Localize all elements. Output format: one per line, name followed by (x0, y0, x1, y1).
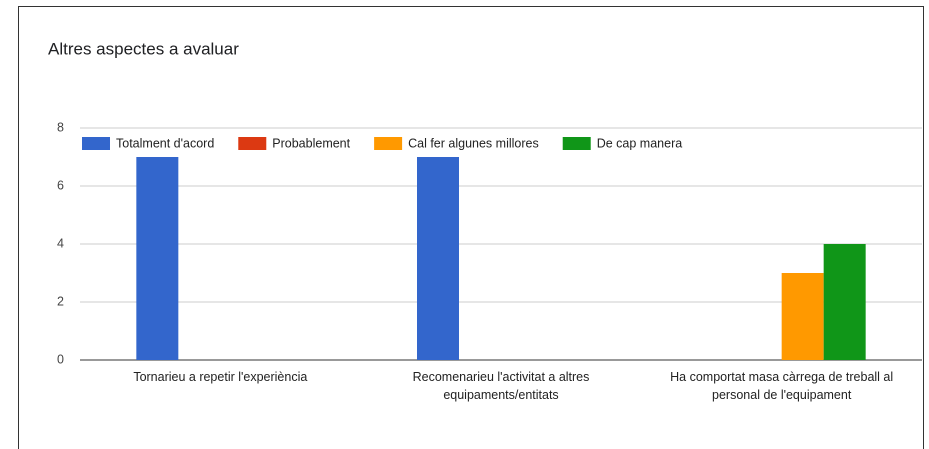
legend-label: Totalment d'acord (116, 136, 214, 150)
y-tick-label: 0 (57, 352, 64, 366)
legend-swatch (82, 137, 110, 150)
x-tick-label: Tornarieu a repetir l'experiència (133, 370, 307, 384)
legend-label: Probablement (272, 136, 350, 150)
chart-title: Altres aspectes a avaluar (48, 39, 239, 58)
bar (823, 244, 866, 360)
legend-label: De cap manera (597, 136, 683, 150)
x-tick-label: Recomenarieu l'activitat a altres equipam… (413, 370, 590, 402)
legend-swatch (562, 137, 591, 150)
x-tick-label: Ha comportat masa càrrega de treball al p… (670, 370, 893, 402)
y-tick-label: 4 (57, 236, 64, 250)
bar (781, 273, 824, 360)
bar (136, 157, 179, 360)
legend-label: Cal fer algunes millores (408, 136, 539, 150)
legend-swatch (374, 137, 403, 150)
bar (417, 157, 459, 360)
y-tick-label: 2 (57, 294, 64, 308)
legend-swatch (238, 137, 267, 150)
y-tick-label: 6 (57, 178, 64, 192)
y-tick-label: 8 (57, 120, 64, 134)
